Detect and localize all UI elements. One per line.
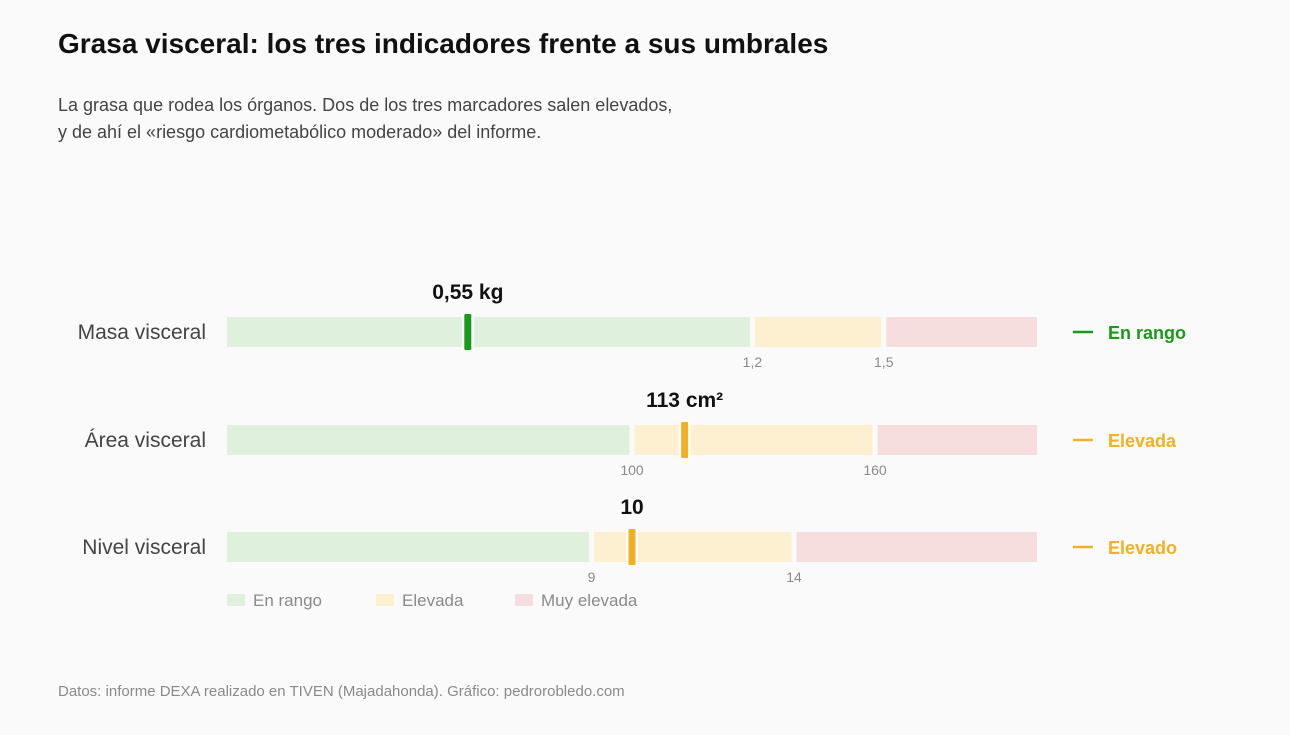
threshold-label: 9 [588,569,596,585]
band-in-range [227,317,750,347]
status-label: En rango [1108,323,1186,343]
row-label: Masa visceral [78,321,206,344]
threshold-label: 14 [786,569,802,585]
status-label: Elevada [1108,431,1177,451]
legend-swatch-in-range [227,594,245,606]
threshold-label: 1,5 [874,354,894,370]
band-in-range [227,532,589,562]
chart-subtitle: La grasa que rodea los órganos. Dos de l… [58,92,672,146]
subtitle-line-1: La grasa que rodea los órganos. Dos de l… [58,95,673,115]
band-very-elevated [877,425,1037,455]
band-in-range [227,425,630,455]
band-elevated [754,317,882,347]
value-label: 0,55 kg [432,281,503,304]
chart-title: Grasa visceral: los tres indicadores fre… [58,28,829,59]
legend-swatch-elevated [376,594,394,606]
source-note: Datos: informe DEXA realizado en TIVEN (… [58,683,625,700]
row-label: Área visceral [85,429,206,452]
band-elevated [594,532,792,562]
threshold-label: 160 [863,462,887,478]
value-marker [681,422,689,458]
value-label: 113 cm² [646,389,723,412]
band-very-elevated [796,532,1037,562]
legend-label-elevated: Elevada [402,591,464,610]
value-marker [628,529,636,565]
band-elevated [634,425,873,455]
legend-label-in-range: En rango [253,591,322,610]
legend-swatch-very-elevated [515,594,533,606]
threshold-label: 1,2 [743,354,763,370]
band-very-elevated [886,317,1037,347]
status-label: Elevado [1108,538,1177,558]
value-marker [464,314,472,350]
subtitle-line-2: y de ahí el «riesgo cardiometabólico mod… [58,122,542,142]
legend-label-very-elevated: Muy elevada [541,591,638,610]
value-label: 10 [620,496,643,519]
row-label: Nivel visceral [82,536,206,559]
threshold-label: 100 [620,462,644,478]
